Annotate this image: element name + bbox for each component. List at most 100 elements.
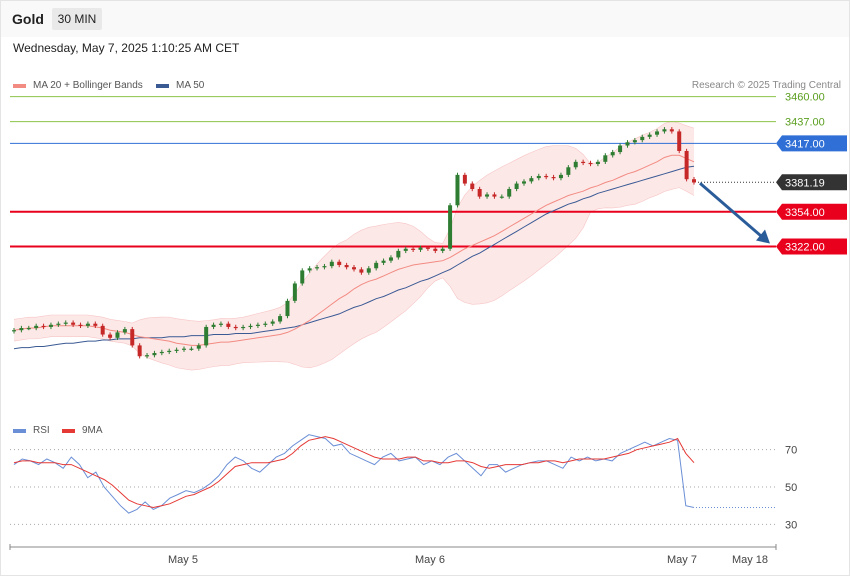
candle-body bbox=[507, 188, 512, 197]
candle-body bbox=[566, 167, 571, 175]
candle-body bbox=[448, 205, 453, 249]
level-tag-support bbox=[776, 238, 847, 255]
candle-body bbox=[529, 178, 534, 182]
level-label: 3322.00 bbox=[785, 242, 825, 254]
candle-body bbox=[329, 261, 334, 267]
candle-body bbox=[300, 270, 305, 284]
candle-body bbox=[159, 351, 164, 354]
forecast-arrow bbox=[699, 182, 770, 244]
candle-body bbox=[204, 326, 209, 346]
candle-body bbox=[196, 345, 201, 349]
level-tag-last bbox=[776, 174, 847, 191]
forecast-arrow-head bbox=[756, 229, 770, 244]
ma9-swatch-icon bbox=[62, 428, 75, 433]
candle-body bbox=[662, 129, 667, 132]
candles bbox=[12, 127, 696, 359]
candle-body bbox=[455, 174, 460, 206]
candle-body bbox=[211, 324, 216, 327]
candle-body bbox=[462, 174, 467, 184]
candle-body bbox=[26, 328, 31, 330]
candle-body bbox=[122, 329, 127, 333]
candle-body bbox=[603, 155, 608, 162]
candle-body bbox=[12, 330, 16, 332]
chart-datetime: Wednesday, May 7, 2025 1:10:25 AM CET bbox=[13, 41, 240, 55]
candle-body bbox=[19, 328, 24, 331]
candle-body bbox=[248, 325, 253, 328]
candle-body bbox=[130, 329, 135, 346]
candle-body bbox=[278, 316, 283, 322]
candle-body bbox=[322, 266, 327, 268]
candle-body bbox=[41, 325, 46, 328]
candle-body bbox=[492, 194, 497, 197]
candle-body bbox=[115, 332, 120, 338]
candle-body bbox=[241, 326, 246, 329]
candle-body bbox=[344, 265, 349, 268]
candle-body bbox=[647, 134, 652, 137]
candle-body bbox=[684, 150, 689, 180]
ma20-line bbox=[13, 154, 695, 346]
candle-body bbox=[544, 175, 549, 178]
candle-body bbox=[34, 325, 39, 329]
legend-9ma: 9MA bbox=[62, 425, 103, 436]
rsi-tick-label: 70 bbox=[785, 445, 797, 457]
candle-body bbox=[263, 323, 268, 325]
candle-body bbox=[337, 261, 342, 266]
candle-body bbox=[588, 162, 593, 165]
ma50-swatch-icon bbox=[156, 83, 169, 88]
candle-body bbox=[85, 323, 90, 326]
candle-body bbox=[145, 355, 150, 357]
rsi-tick-label: 30 bbox=[785, 519, 797, 531]
candle-body bbox=[440, 248, 445, 251]
candle-body bbox=[477, 188, 482, 197]
candle-body bbox=[396, 250, 401, 258]
candle-body bbox=[677, 131, 682, 151]
candle-body bbox=[618, 145, 623, 153]
rsi-tick-label: 50 bbox=[785, 482, 797, 494]
level-label: 3381.19 bbox=[785, 177, 825, 189]
candle-body bbox=[381, 260, 386, 263]
candle-body bbox=[174, 349, 179, 351]
x-tick-label: May 5 bbox=[168, 554, 198, 566]
level-tag-support bbox=[776, 203, 847, 220]
bollinger-lower-line bbox=[13, 187, 695, 371]
rsi-panel: 30 50 70 bbox=[10, 434, 797, 531]
x-tick-label: May 6 bbox=[415, 554, 445, 566]
candle-body bbox=[522, 181, 526, 184]
research-credit: Research © 2025 Trading Central bbox=[691, 80, 841, 91]
x-tick-label: May 18 bbox=[732, 554, 768, 566]
candle-body bbox=[551, 177, 556, 179]
candle-body bbox=[359, 269, 364, 273]
candle-body bbox=[433, 248, 438, 251]
ma50-line bbox=[13, 165, 695, 350]
candle-body bbox=[403, 248, 408, 251]
candle-body bbox=[581, 161, 586, 164]
time-axis: May 5 May 6 May 7 May 18 bbox=[9, 544, 777, 566]
candle-body bbox=[625, 142, 630, 146]
candle-body bbox=[270, 321, 275, 324]
candle-body bbox=[93, 323, 98, 326]
candle-body bbox=[108, 334, 113, 338]
candle-body bbox=[573, 161, 578, 168]
candle-body bbox=[233, 326, 238, 329]
candle-body bbox=[640, 136, 645, 141]
candle-body bbox=[56, 323, 61, 325]
candle-body bbox=[48, 324, 53, 327]
candle-body bbox=[411, 248, 416, 250]
price-levels: 3460.00 3437.00 3417.00 3381.19 3354.00 3322.… bbox=[10, 92, 847, 255]
level-label: 3460.00 bbox=[785, 92, 825, 104]
legend-ma20: MA 20 + Bollinger Bands bbox=[13, 80, 143, 91]
candle-body bbox=[71, 322, 76, 325]
timeframe-button[interactable]: 30 MIN bbox=[52, 8, 102, 30]
candle-body bbox=[366, 268, 371, 273]
candle-body bbox=[152, 353, 157, 356]
candle-body bbox=[558, 174, 563, 179]
level-tag-pivot bbox=[776, 135, 847, 152]
candle-body bbox=[632, 140, 637, 143]
candle-body bbox=[292, 283, 297, 301]
forecast-arrow-shaft bbox=[699, 182, 765, 240]
candle-body bbox=[63, 322, 68, 324]
candle-body bbox=[315, 267, 320, 269]
candle-body bbox=[595, 161, 600, 165]
candle-body bbox=[218, 323, 223, 325]
